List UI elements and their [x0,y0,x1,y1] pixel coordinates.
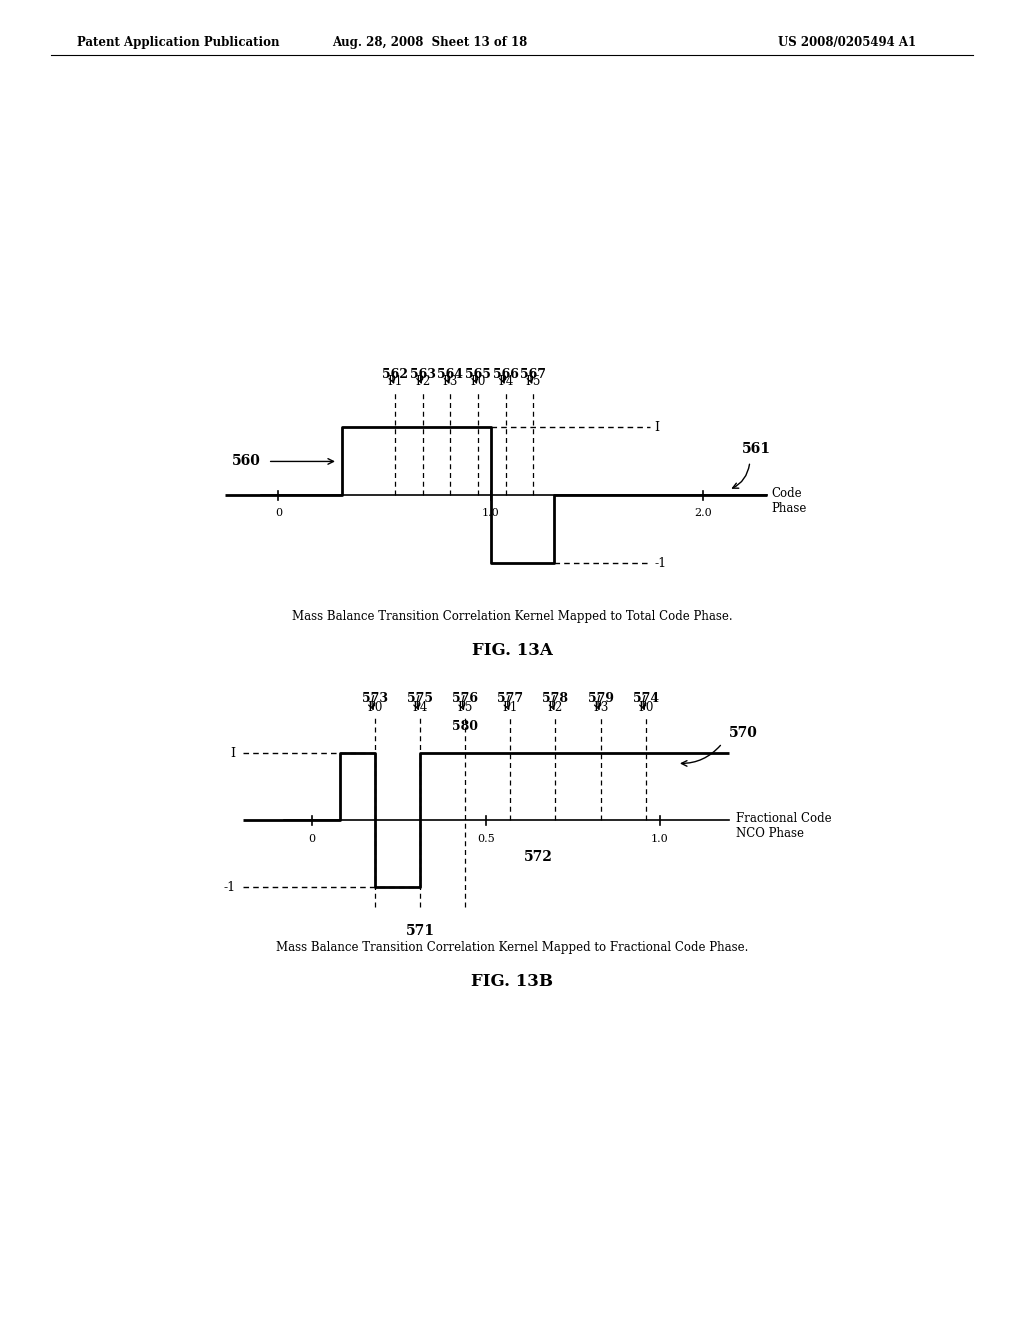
Text: 0.5: 0.5 [477,834,495,843]
Text: 577: 577 [498,692,523,705]
Text: US 2008/0205494 A1: US 2008/0205494 A1 [778,36,916,49]
Text: Aug. 28, 2008  Sheet 13 of 18: Aug. 28, 2008 Sheet 13 of 18 [333,36,527,49]
Text: P3: P3 [593,701,608,714]
Text: P4: P4 [498,375,513,388]
Text: 573: 573 [361,692,388,705]
Text: 565: 565 [465,368,490,380]
Text: I: I [654,421,659,434]
Text: 566: 566 [493,368,518,380]
Text: -1: -1 [223,880,236,894]
Text: 579: 579 [588,692,613,705]
Text: Mass Balance Transition Correlation Kernel Mapped to Fractional Code Phase.: Mass Balance Transition Correlation Kern… [275,941,749,954]
Text: P5: P5 [525,375,541,388]
Text: Fractional Code
NCO Phase: Fractional Code NCO Phase [736,812,831,840]
Text: 0: 0 [274,508,282,517]
Text: 572: 572 [523,850,553,865]
Text: 1.0: 1.0 [651,834,669,843]
Text: 571: 571 [406,924,434,939]
Text: 580: 580 [452,721,478,733]
Text: 567: 567 [520,368,546,380]
Text: Patent Application Publication: Patent Application Publication [77,36,280,49]
Text: FIG. 13A: FIG. 13A [472,642,552,659]
Text: 563: 563 [410,368,436,380]
Text: 570: 570 [729,726,758,741]
Text: P1: P1 [387,375,402,388]
Text: P1: P1 [503,701,518,714]
Text: 574: 574 [633,692,658,705]
Text: 576: 576 [452,692,478,705]
Text: P0: P0 [470,375,485,388]
Text: 562: 562 [382,368,409,380]
Text: 561: 561 [741,442,770,455]
Text: Code
Phase: Code Phase [771,487,807,515]
Text: 575: 575 [407,692,433,705]
Text: 560: 560 [231,454,260,469]
Text: FIG. 13B: FIG. 13B [471,973,553,990]
Text: P2: P2 [415,375,430,388]
Text: 578: 578 [543,692,568,705]
Text: 564: 564 [437,368,464,380]
Text: P0: P0 [638,701,653,714]
Text: 0: 0 [308,834,315,843]
Text: P0: P0 [367,701,382,714]
Text: P5: P5 [458,701,473,714]
Text: Mass Balance Transition Correlation Kernel Mapped to Total Code Phase.: Mass Balance Transition Correlation Kern… [292,610,732,623]
Text: I: I [230,747,236,760]
Text: P3: P3 [442,375,458,388]
Text: P4: P4 [413,701,428,714]
Text: 2.0: 2.0 [694,508,712,517]
Text: P2: P2 [548,701,563,714]
Text: 1.0: 1.0 [482,508,500,517]
Text: -1: -1 [654,557,667,570]
